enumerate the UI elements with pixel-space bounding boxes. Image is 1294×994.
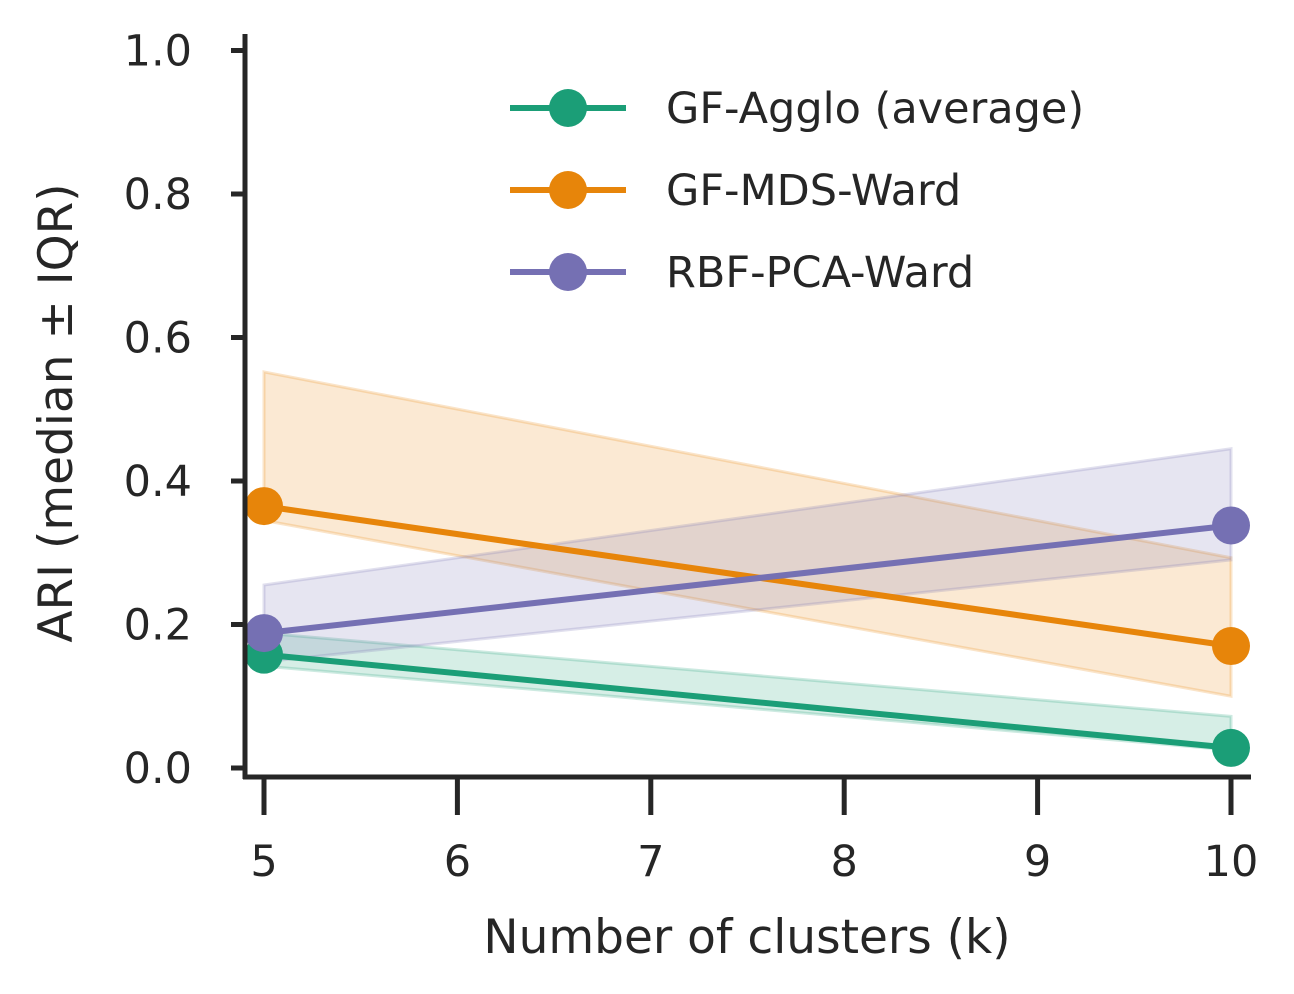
x-tick-label-2: 7 — [637, 837, 664, 887]
axes: 0.0 0.2 0.4 0.6 0.8 1.0 5 6 7 8 9 10 — [124, 27, 1259, 888]
y-tick-label-4: 0.8 — [124, 170, 192, 220]
series-lines — [263, 503, 1232, 751]
data-point-0-1 — [1212, 728, 1250, 767]
y-tick-label-5: 1.0 — [124, 27, 192, 77]
x-tick-label-0: 5 — [250, 837, 277, 887]
y-ticks: 0.0 0.2 0.4 0.6 0.8 1.0 — [124, 27, 245, 794]
legend-label-0: GF-Agglo (average) — [666, 84, 1084, 134]
x-ticks: 5 6 7 8 9 10 — [250, 777, 1258, 887]
y-tick-label-1: 0.2 — [124, 601, 192, 651]
iqr-bands — [262, 370, 1233, 752]
series-line-0 — [263, 651, 1232, 751]
x-tick-label-3: 8 — [831, 837, 858, 887]
y-tick-label-2: 0.4 — [124, 457, 192, 507]
legend-label-2: RBF-PCA-Ward — [666, 248, 974, 298]
series-line-2 — [263, 522, 1232, 637]
data-point-2-0 — [245, 614, 283, 653]
x-tick-label-1: 6 — [444, 837, 471, 887]
x-tick-label-4: 9 — [1024, 837, 1051, 887]
data-point-1-1 — [1212, 627, 1250, 666]
legend-marker-1 — [549, 171, 587, 209]
x-tick-label-5: 10 — [1204, 837, 1259, 887]
iqr-band-1 — [262, 370, 1233, 699]
series-points — [245, 487, 1250, 767]
series-line-1 — [263, 503, 1232, 649]
y-tick-label-3: 0.6 — [124, 314, 192, 364]
data-point-1-0 — [245, 487, 283, 526]
y-axis-label: ARI (median ± IQR) — [29, 183, 84, 642]
y-tick-label-0: 0.0 — [124, 744, 192, 794]
x-axis-label: Number of clusters (k) — [483, 910, 1010, 965]
data-point-2-1 — [1212, 506, 1250, 545]
legend-label-1: GF-MDS-Ward — [666, 166, 961, 216]
legend-marker-2 — [549, 253, 587, 291]
legend: GF-Agglo (average) GF-MDS-Ward RBF-PCA-War… — [510, 84, 1084, 298]
legend-marker-0 — [549, 89, 587, 127]
